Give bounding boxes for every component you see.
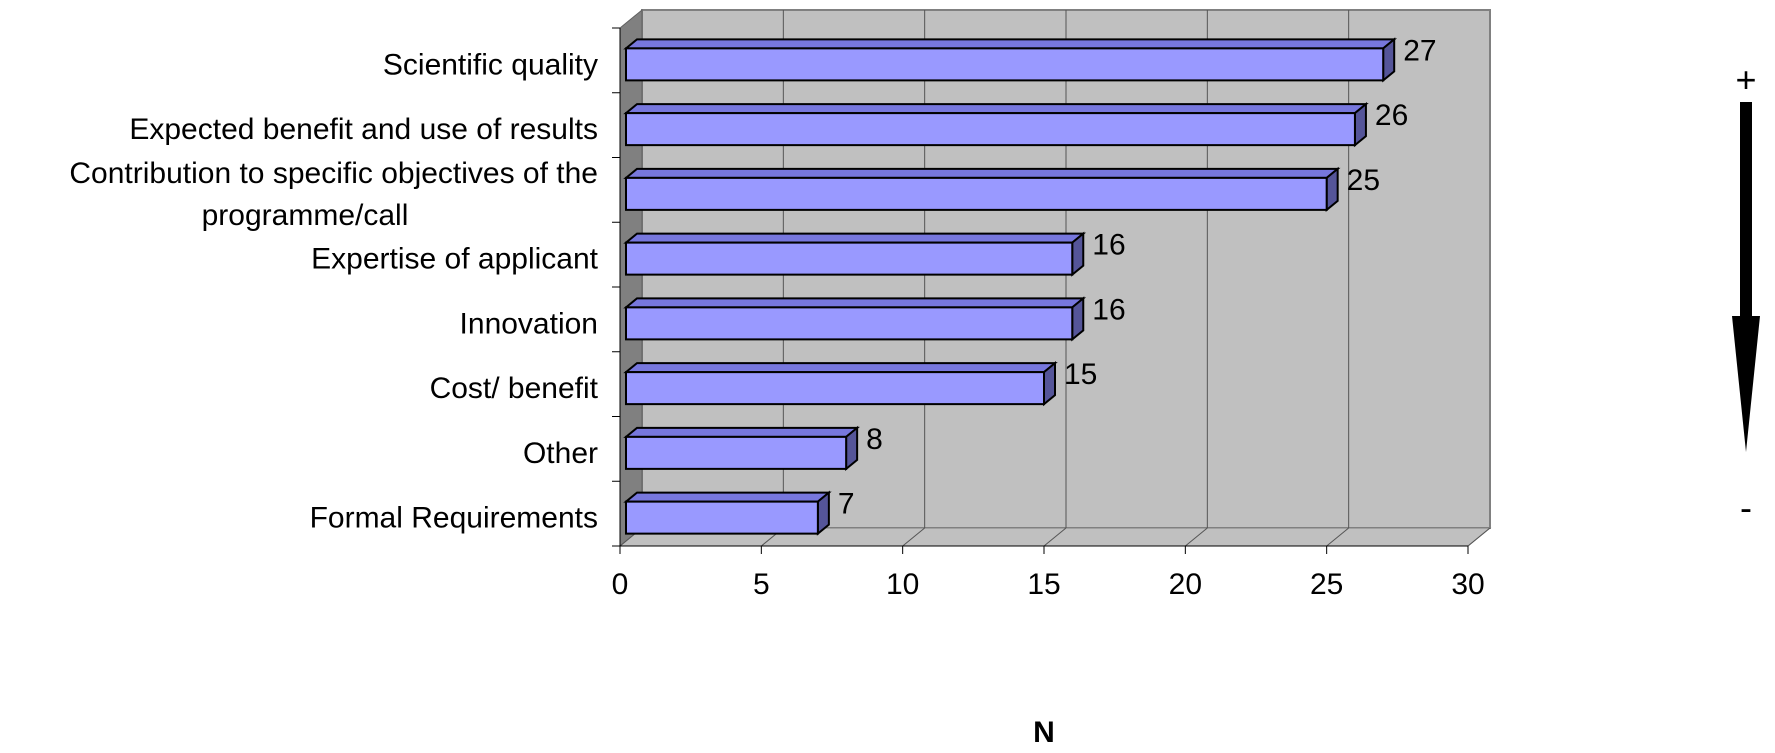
x-axis-ticks: 0 5 10 15 20 25 30 <box>612 27 1485 601</box>
bar-front-face <box>625 306 1074 341</box>
bar-top-face <box>623 362 1058 374</box>
x-tick-label: 20 <box>1169 568 1202 601</box>
bar-top-face <box>623 426 860 438</box>
data-label: 26 <box>1375 99 1408 132</box>
bar-top-face <box>623 167 1341 179</box>
bar-front-face <box>625 435 848 470</box>
category-label: Other <box>523 437 598 470</box>
bar <box>623 490 832 536</box>
bar <box>623 166 1341 212</box>
floor-gridline <box>902 527 925 547</box>
data-label: 27 <box>1403 34 1436 67</box>
bar-front-face <box>625 47 1385 82</box>
floor-gridline <box>1326 527 1349 547</box>
category-label: Cost/ benefit <box>430 372 599 405</box>
plus-sign: + <box>1735 59 1756 100</box>
bar <box>623 231 1087 277</box>
x-tick-label: 30 <box>1451 568 1484 601</box>
bar <box>623 37 1398 83</box>
category-labels: Scientific quality Expected benefit and u… <box>69 48 598 534</box>
bar <box>623 361 1058 407</box>
category-label: programme/call <box>202 199 409 232</box>
data-label: 25 <box>1347 164 1380 197</box>
data-label: 16 <box>1092 293 1125 326</box>
data-label: 15 <box>1064 358 1097 391</box>
bar-front-face <box>625 371 1045 406</box>
category-label: Formal Requirements <box>310 502 598 535</box>
bar-top-face <box>623 232 1087 244</box>
floor-gridline <box>1467 527 1491 547</box>
category-label: Scientific quality <box>383 48 598 81</box>
scale-indicator: + - <box>1732 59 1760 528</box>
data-label: 8 <box>866 423 883 456</box>
bar-front-face <box>625 112 1356 147</box>
category-label: Expertise of applicant <box>311 243 598 276</box>
x-axis-title: N <box>1033 716 1055 749</box>
data-labels: 27 26 25 16 16 15 87 <box>838 34 1437 520</box>
bar <box>623 102 1369 148</box>
bar-front-face <box>625 500 819 535</box>
category-label: Expected benefit and use of results <box>129 113 598 146</box>
x-tick-label: 25 <box>1310 568 1343 601</box>
x-tick-label: 15 <box>1027 568 1060 601</box>
x-tick-label: 0 <box>612 568 629 601</box>
bar-top-face <box>623 103 1369 115</box>
bar-front-face <box>625 176 1328 211</box>
minus-sign: - <box>1740 487 1752 528</box>
category-label: Contribution to specific objectives of t… <box>69 157 598 190</box>
bar-top-face <box>623 297 1087 309</box>
category-label: Innovation <box>460 307 598 340</box>
bars <box>623 37 1398 536</box>
x-tick-label: 10 <box>886 568 919 601</box>
bar-top-face <box>623 38 1398 50</box>
down-arrow-shaft <box>1740 102 1752 318</box>
floor-gridline <box>1185 527 1208 547</box>
data-label: 7 <box>838 488 855 521</box>
bar-top-face <box>623 491 832 503</box>
bar <box>623 425 860 471</box>
x-tick-label: 5 <box>753 568 770 601</box>
down-arrow-head <box>1732 316 1760 452</box>
bar <box>623 296 1087 342</box>
data-label: 16 <box>1092 229 1125 262</box>
bar-front-face <box>625 241 1074 276</box>
floor-gridline <box>1043 527 1067 547</box>
